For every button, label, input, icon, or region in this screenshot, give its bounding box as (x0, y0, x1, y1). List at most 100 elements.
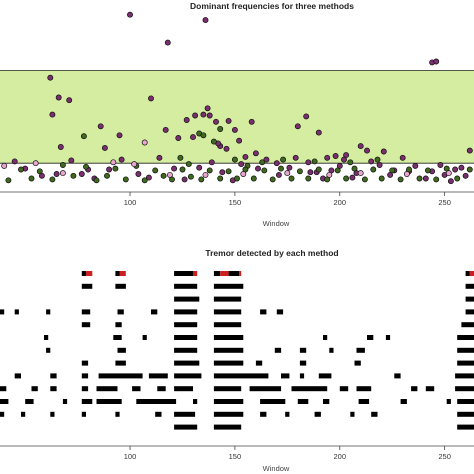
data-point (248, 118, 255, 125)
detection-bar (385, 335, 391, 340)
panel-tremor-detected: Tremor detected by each method 100 150 200… (0, 248, 474, 473)
detection-bar (155, 411, 162, 417)
data-point (334, 167, 341, 174)
data-point (326, 171, 333, 178)
data-point (447, 178, 454, 185)
data-point (242, 153, 249, 160)
data-point (315, 129, 322, 136)
data-point (32, 160, 39, 167)
data-point (311, 158, 318, 165)
data-point (162, 126, 169, 133)
data-point (231, 126, 238, 133)
detection-bar (213, 360, 244, 366)
data-point (141, 139, 148, 146)
data-point (357, 170, 364, 177)
data-point (66, 97, 73, 104)
data-point (231, 156, 238, 163)
highlight-bar (193, 271, 198, 276)
detection-bar (255, 360, 263, 366)
data-point (196, 164, 203, 171)
data-point (206, 167, 213, 174)
data-point (252, 150, 259, 157)
data-point (219, 169, 226, 176)
detection-bar (425, 386, 435, 392)
detection-bar (115, 411, 120, 417)
detection-bar (81, 386, 89, 392)
detection-bar (81, 411, 86, 417)
data-point (190, 134, 196, 141)
data-point (286, 164, 293, 171)
data-point (122, 176, 129, 183)
data-point (202, 171, 209, 178)
detection-bar (260, 309, 267, 315)
data-point (53, 171, 60, 177)
data-point (288, 175, 295, 182)
detection-bar (213, 347, 244, 353)
highlight-bar (469, 271, 474, 276)
detection-bar (213, 335, 244, 340)
detection-bar (174, 360, 200, 366)
data-point (303, 113, 310, 120)
data-point (445, 170, 452, 177)
detection-bar (318, 373, 332, 379)
detection-bar (174, 283, 198, 289)
data-point (305, 159, 312, 166)
data-point (198, 176, 205, 183)
data-point (343, 152, 350, 159)
data-point (454, 175, 461, 182)
data-point (433, 176, 440, 183)
data-point (368, 158, 375, 165)
x-ticks-frequencies: 100 150 200 250 (124, 192, 451, 207)
data-point (347, 159, 354, 166)
detection-bar (174, 386, 193, 392)
detection-bar (81, 360, 89, 366)
detection-bar (81, 309, 91, 315)
data-point (357, 143, 364, 150)
detection-bar (132, 386, 141, 392)
data-point (374, 156, 381, 163)
data-point (57, 144, 64, 150)
data-point (361, 176, 368, 183)
detection-bar (0, 309, 5, 315)
detection-bar (400, 399, 407, 404)
data-point (166, 171, 173, 178)
detection-bar (14, 309, 19, 315)
detection-bar (461, 322, 474, 328)
detection-bar (274, 347, 282, 353)
detection-bar (455, 373, 474, 379)
data-point (412, 162, 419, 169)
detection-bar (213, 322, 242, 328)
data-point (236, 137, 243, 144)
x-tick-label: 200 (334, 452, 347, 461)
detection-bars (0, 271, 474, 430)
detection-bar (285, 411, 290, 417)
detection-bar (213, 271, 221, 276)
detection-bar (50, 373, 57, 379)
detection-bar (465, 296, 474, 302)
data-point (380, 148, 387, 155)
data-point (466, 147, 473, 154)
detection-bar (174, 347, 198, 353)
data-point (104, 172, 110, 179)
detection-bar (115, 360, 126, 366)
data-point (93, 177, 100, 184)
data-point (200, 111, 207, 118)
detection-bar (350, 411, 355, 417)
data-point (110, 159, 117, 166)
data-point (280, 156, 287, 163)
panel-dominant-frequencies: Dominant frequencies for three methods 1… (0, 1, 474, 228)
chart-title-frequencies: Dominant frequencies for three methods (190, 1, 354, 11)
detection-bar (213, 283, 244, 289)
detection-bar (323, 399, 330, 404)
detection-bar (465, 271, 470, 276)
detection-bar (213, 373, 269, 379)
data-point (47, 74, 54, 81)
data-point (223, 145, 230, 152)
data-point (225, 168, 232, 175)
detection-bar (358, 399, 370, 404)
highlight-bar (119, 271, 126, 276)
data-point (177, 154, 184, 161)
data-point (364, 147, 370, 154)
data-point (437, 162, 444, 168)
detection-bar (249, 386, 282, 392)
